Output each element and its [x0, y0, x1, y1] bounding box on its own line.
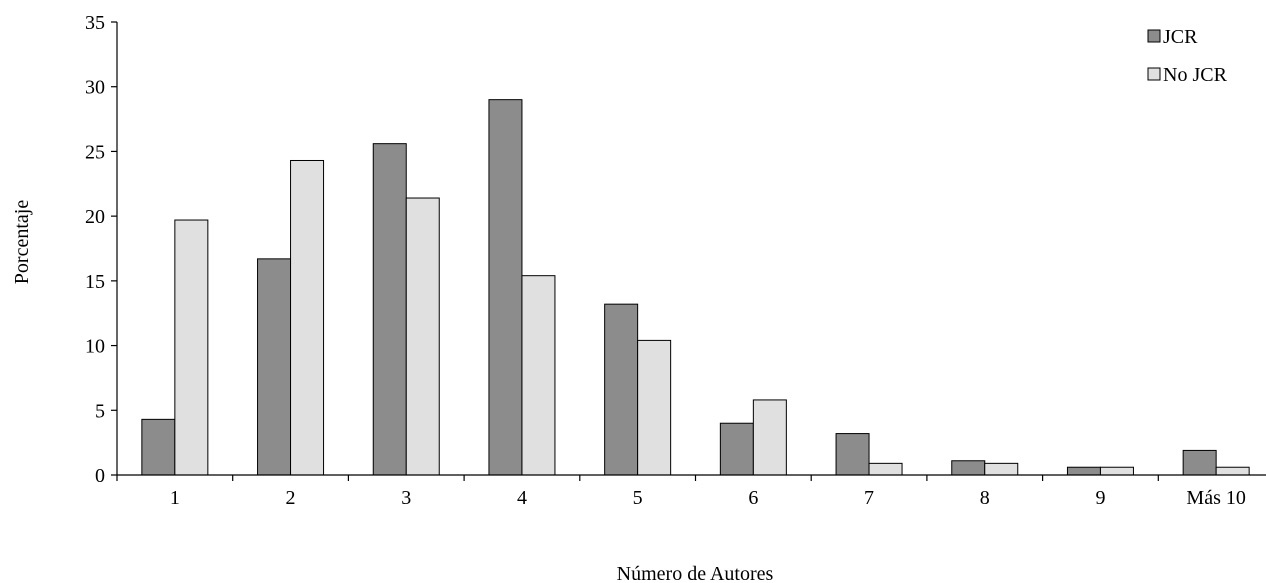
legend-swatch-no-jcr: [1147, 67, 1161, 81]
y-tick-label: 30: [85, 77, 105, 99]
y-tick-label: 35: [85, 12, 105, 34]
x-axis-ticks: 1 2 3 4 5 6 7 8 9 Más 10: [116, 475, 1246, 509]
y-tick-label: 20: [85, 206, 105, 228]
bar-no-jcr-1: [174, 219, 209, 476]
legend-label-jcr: JCR: [1163, 26, 1198, 48]
bar-no-jcr-10: [1215, 466, 1250, 476]
bar-no-jcr-7: [868, 462, 903, 476]
bar-jcr-4: [488, 99, 523, 476]
legend-swatch-jcr: [1147, 29, 1161, 43]
x-axis-title: Número de Autores: [617, 563, 774, 583]
bar-no-jcr-6: [752, 399, 787, 476]
bar-jcr-1: [141, 418, 176, 476]
x-tick-label: 9: [1095, 487, 1105, 509]
y-tick-label: 0: [95, 465, 105, 487]
bar-jcr-7: [835, 433, 870, 476]
x-tick-label: 3: [401, 487, 411, 509]
bar-jcr-5: [604, 303, 639, 476]
bar-jcr-3: [372, 143, 407, 476]
bar-no-jcr-4: [521, 275, 556, 476]
bar-jcr-6: [719, 422, 754, 476]
bar-jcr-2: [257, 258, 292, 476]
x-tick-label: 8: [980, 487, 990, 509]
y-axis-title: Porcentaje: [11, 200, 33, 285]
y-axis-ticks: 0 5 10 15 20 25 30 35: [85, 12, 117, 487]
bar-jcr-9: [1066, 466, 1101, 476]
bar-no-jcr-2: [290, 159, 325, 476]
bar-no-jcr-9: [1099, 466, 1134, 476]
legend-label-no-jcr: No JCR: [1163, 64, 1228, 86]
x-tick-label: 1: [170, 487, 180, 509]
bar-jcr-8: [951, 460, 986, 476]
x-tick-label: 6: [748, 487, 758, 509]
x-tick-label: 7: [864, 487, 874, 509]
x-tick-label: Más 10: [1186, 487, 1245, 509]
bar-no-jcr-3: [405, 197, 440, 476]
y-tick-label: 25: [85, 141, 105, 163]
bar-no-jcr-5: [637, 339, 672, 476]
x-tick-label: 5: [633, 487, 643, 509]
bar-jcr-10: [1182, 449, 1217, 476]
x-tick-label: 2: [286, 487, 296, 509]
y-tick-label: 5: [95, 400, 105, 422]
bar-no-jcr-8: [984, 462, 1019, 476]
x-tick-label: 4: [517, 487, 527, 509]
y-tick-label: 15: [85, 271, 105, 293]
bars-layer: [141, 99, 1250, 476]
y-tick-label: 10: [85, 336, 105, 358]
legend: JCR No JCR: [1147, 26, 1228, 86]
